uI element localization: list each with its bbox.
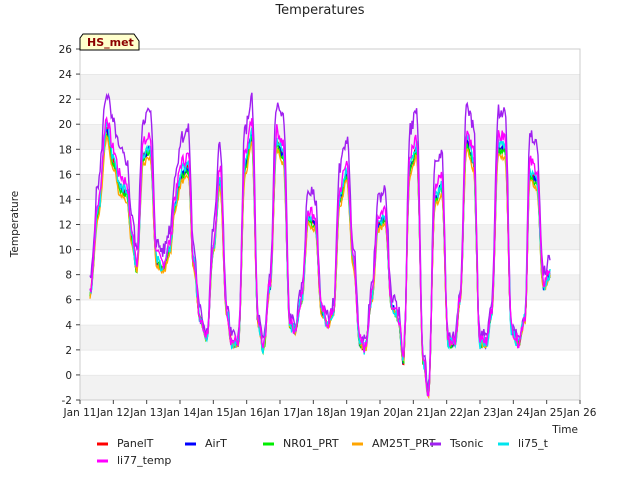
badge-box [79, 33, 140, 51]
x-tick-label: Jan 14 [163, 407, 197, 419]
y-tick-label: 20 [59, 119, 72, 131]
grid-band [80, 49, 580, 75]
x-tick-label: Jan 13 [129, 407, 163, 419]
x-axis-title: Time [551, 424, 578, 436]
x-tick-label: Jan 18 [296, 407, 330, 419]
grid-band [80, 324, 580, 350]
x-tick-label: Jan 22 [429, 407, 463, 419]
y-tick-label: -2 [62, 395, 72, 407]
y-tick-label: 16 [59, 169, 73, 181]
x-tick-label: Jan 21 [396, 407, 430, 419]
x-tick-label: Jan 11 [63, 407, 97, 419]
grid-band [80, 74, 580, 100]
y-tick-label: 6 [65, 295, 72, 307]
hs-met-badge: HS_met [79, 33, 140, 51]
x-tick-label: Jan 23 [463, 407, 497, 419]
y-tick-label: 14 [59, 194, 73, 206]
x-tick-label: Jan 19 [329, 407, 363, 419]
grid-band [80, 274, 580, 300]
legend-label-nr01-prt: NR01_PRT [283, 437, 339, 450]
legend-label-li77-temp: li77_temp [117, 454, 171, 467]
x-tick-label: Jan 25 [529, 407, 563, 419]
legend-label-panelt: PanelT [117, 437, 154, 450]
y-tick-label: 8 [65, 270, 72, 282]
y-tick-label: 2 [65, 345, 72, 357]
grid-band [80, 374, 580, 400]
grid-band [80, 174, 580, 200]
y-tick-label: 0 [65, 370, 72, 382]
x-tick-label: Jan 15 [196, 407, 230, 419]
legend-label-am25t-prt: AM25T_PRT [372, 437, 436, 450]
series-lines [89, 92, 551, 400]
y-tick-label: 22 [59, 94, 72, 106]
x-tick-label: Jan 26 [563, 407, 597, 419]
x-tick-label: Jan 17 [263, 407, 297, 419]
x-tick-label: Jan 12 [96, 407, 130, 419]
y-tick-label: 18 [59, 144, 72, 156]
y-tick-label: 10 [59, 245, 72, 257]
legend-label-tsonic: Tsonic [449, 437, 483, 450]
grid-band [80, 199, 580, 225]
x-axis-ticks: Jan 11 Jan 12 Jan 13 Jan 14 Jan 15 Jan 16 Jan … [63, 400, 597, 419]
y-tick-label: 26 [59, 44, 73, 56]
badge-label: HS_met [87, 36, 134, 49]
x-tick-label: Jan 20 [363, 407, 397, 419]
y-tick-label: 4 [65, 320, 72, 332]
legend-label-li75-t: li75_t [518, 437, 549, 450]
series-line-li77-temp [89, 116, 551, 397]
grid-band [80, 99, 580, 125]
y-axis-title: Temperature [9, 191, 21, 259]
legend-label-airt: AirT [205, 437, 227, 450]
chart-title: Temperatures [274, 3, 364, 18]
grid-band [80, 349, 580, 375]
y-tick-label: 24 [59, 69, 73, 81]
x-tick-label: Jan 16 [229, 407, 263, 419]
x-tick-label: Jan 24 [496, 407, 530, 419]
legend: PanelT AirT NR01_PRT AM25T_PRT Tsonic li75_tl… [97, 437, 549, 467]
y-tick-label: 12 [59, 220, 72, 232]
